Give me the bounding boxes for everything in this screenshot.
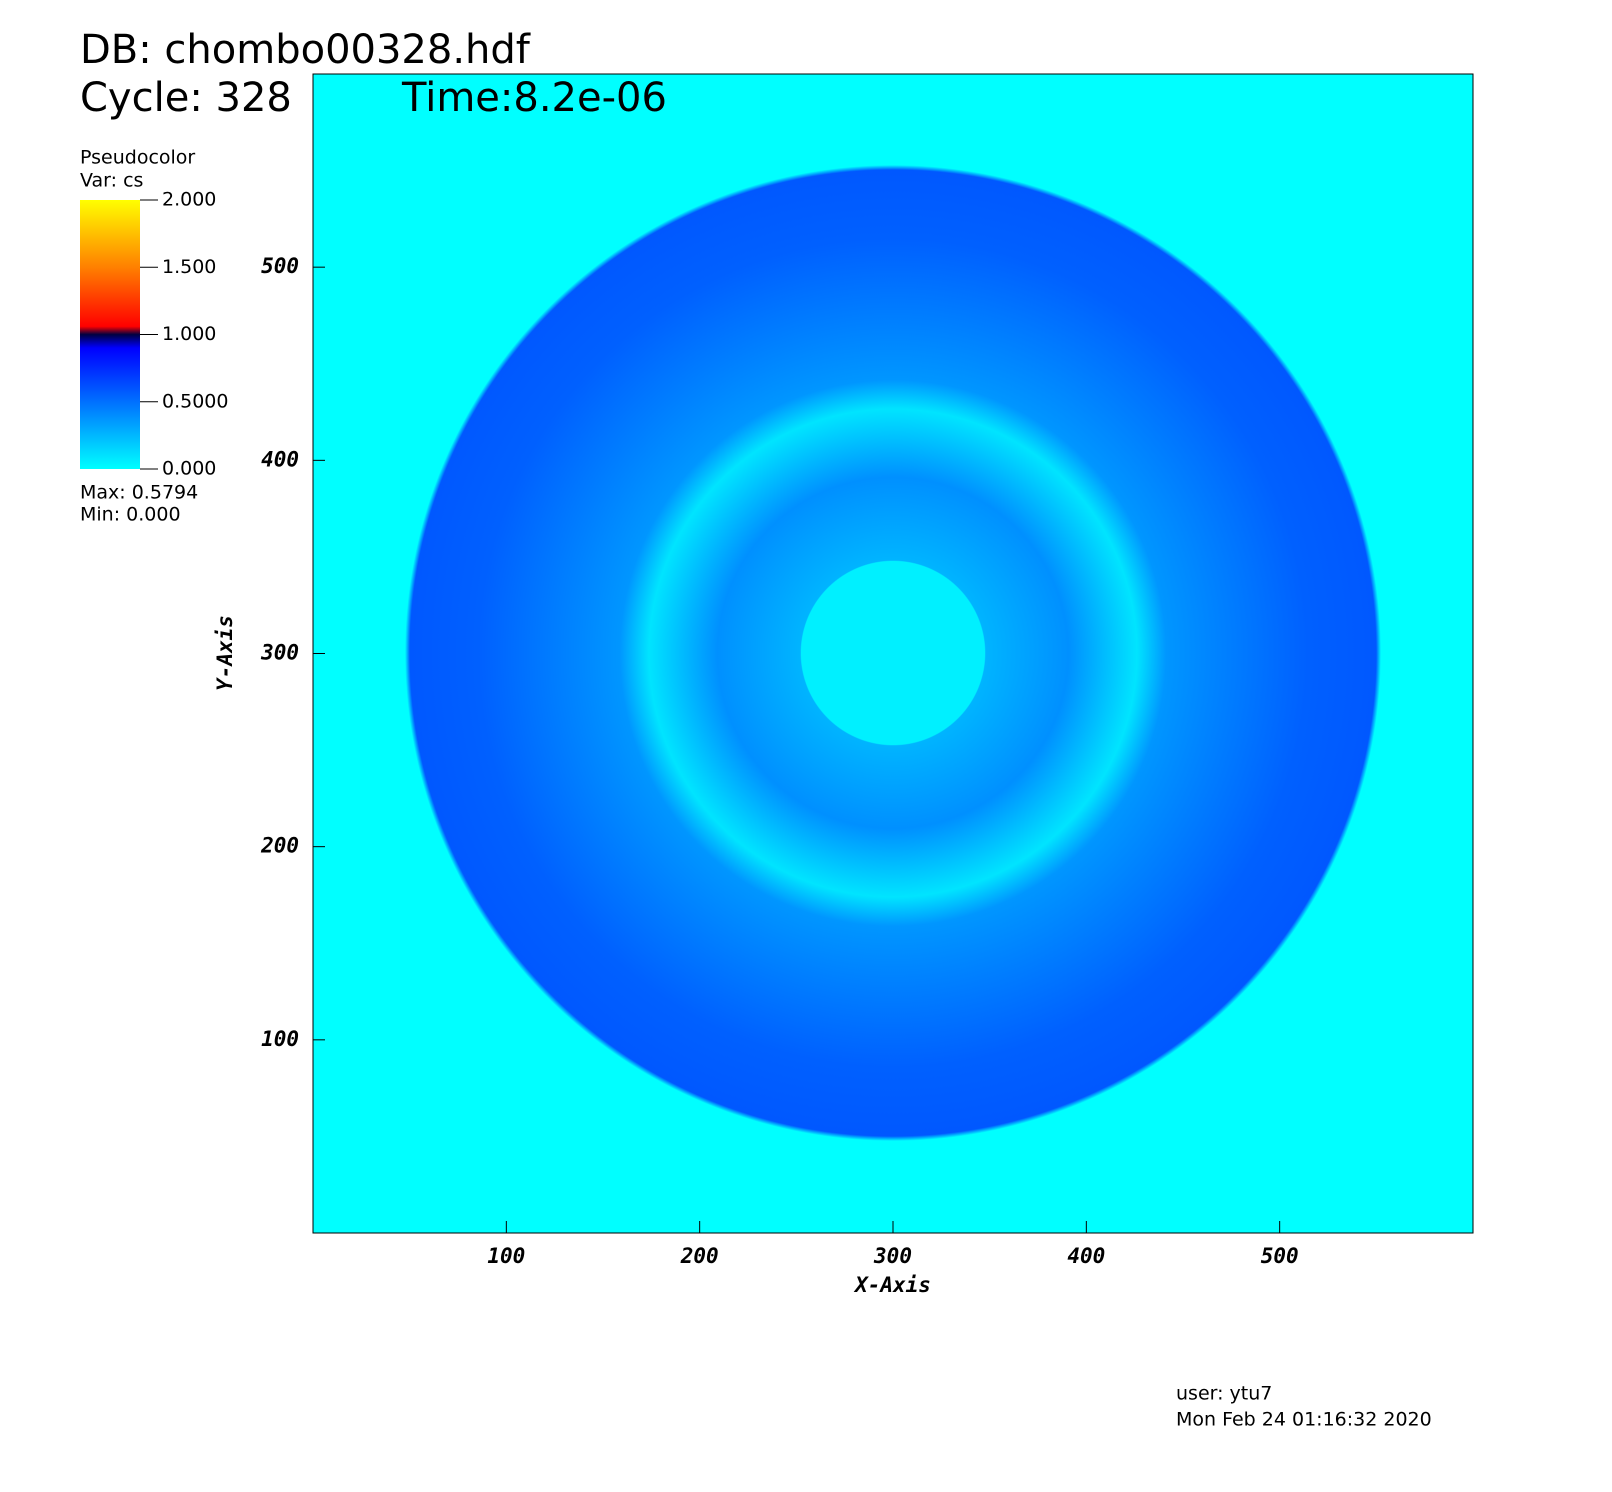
x-tick-label: 500 xyxy=(1261,1244,1299,1268)
colorbar-label: 0.5000 xyxy=(162,390,228,412)
y-tick-label: 200 xyxy=(260,834,299,858)
x-tick-label: 300 xyxy=(873,1244,912,1268)
field-ring xyxy=(405,165,1381,1141)
y-tick-label: 300 xyxy=(260,641,299,665)
cycle: Cycle: 328 xyxy=(80,75,292,121)
legend-title: Pseudocolor xyxy=(80,147,195,169)
legend-min: Min: 0.000 xyxy=(80,504,181,526)
colorbar-label: 1.000 xyxy=(162,323,216,345)
x-tick-label: 100 xyxy=(487,1244,525,1268)
db-title: DB: chombo00328.hdf xyxy=(80,27,531,73)
y-axis-label: Y-Axis xyxy=(213,615,237,691)
x-tick-label: 200 xyxy=(680,1244,719,1268)
time: Time:8.2e-06 xyxy=(401,75,667,121)
y-tick-label: 100 xyxy=(261,1027,299,1051)
date: Mon Feb 24 01:16:32 2020 xyxy=(1176,1409,1432,1431)
legend-var: Var: cs xyxy=(80,170,143,192)
colorbar-label: 2.000 xyxy=(162,189,216,211)
user: user: ytu7 xyxy=(1176,1383,1272,1405)
x-tick-label: 400 xyxy=(1067,1244,1105,1268)
colorbar-label: 1.500 xyxy=(162,256,216,278)
colorbar-label: 0.000 xyxy=(162,458,216,480)
x-axis-label: X-Axis xyxy=(853,1273,931,1297)
colorbar xyxy=(80,200,140,469)
y-tick-label: 400 xyxy=(261,447,299,471)
y-tick-label: 500 xyxy=(261,254,299,278)
legend-max: Max: 0.5794 xyxy=(80,482,198,504)
